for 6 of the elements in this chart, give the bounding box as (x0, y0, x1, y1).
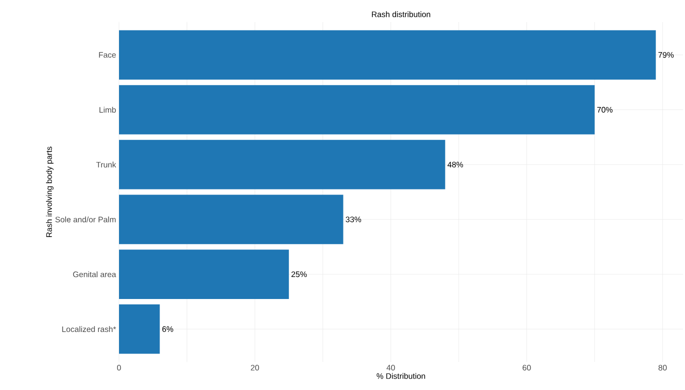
bar (119, 140, 446, 190)
bar (119, 194, 344, 244)
bar (119, 30, 656, 80)
bar (119, 304, 160, 354)
bar (119, 85, 595, 134)
bar (119, 250, 289, 299)
